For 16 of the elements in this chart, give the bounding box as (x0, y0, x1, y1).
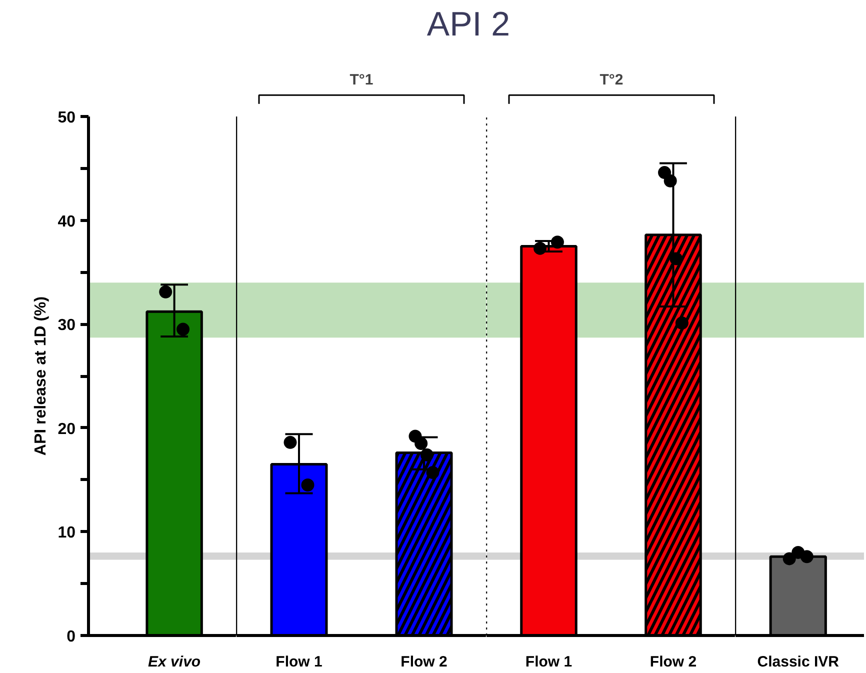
y-tick-label: 0 (66, 628, 76, 646)
chart-title: API 2 (426, 6, 510, 44)
x-tick-label: Flow 2 (650, 654, 697, 670)
text: T°1 (350, 72, 374, 88)
y-tick-label: 40 (58, 213, 76, 230)
x-tick-label: Flow 1 (525, 654, 572, 670)
y-tick-label: 20 (58, 420, 76, 438)
y-tick-label: 10 (58, 524, 76, 542)
text: T°2 (600, 72, 624, 88)
y-tick-label: 50 (58, 110, 76, 126)
x-tick-label: Ex vivo (148, 654, 201, 670)
y-tick-label: 30 (58, 317, 76, 334)
x-tick-label: Flow 2 (400, 654, 448, 670)
x-tick-label: Flow 1 (276, 654, 322, 670)
y-axis-title: API release at 1D (%) (32, 296, 50, 456)
x-tick-label: Classic IVR (757, 654, 840, 670)
